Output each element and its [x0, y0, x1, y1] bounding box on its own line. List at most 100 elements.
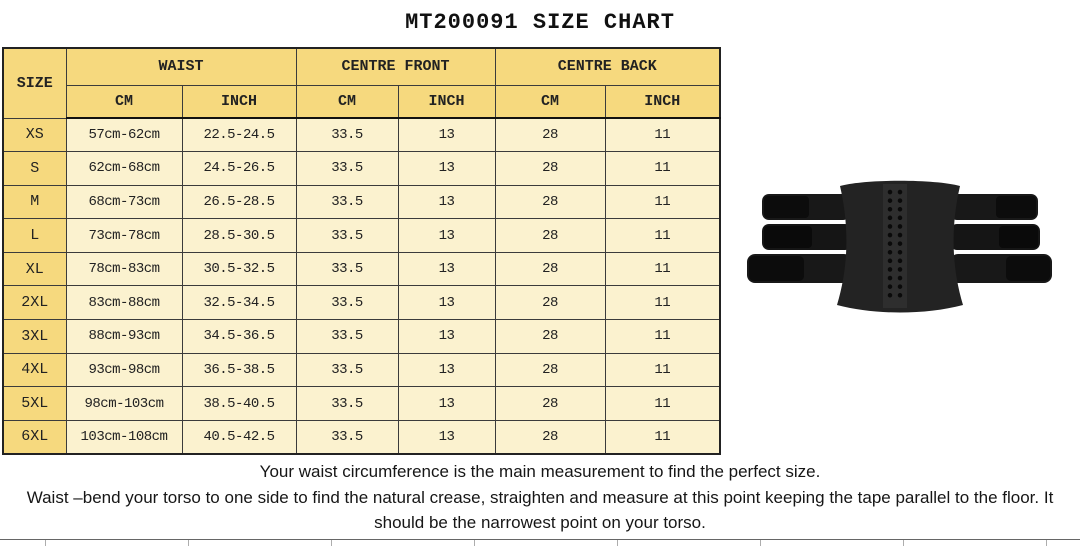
centre-back-cm-header: CM — [494, 84, 606, 119]
velcro-top-right — [996, 196, 1036, 218]
centre-front-cm-cell: 33.5 — [295, 117, 399, 153]
waist-cm-cell: 78cm-83cm — [65, 251, 183, 287]
size-label: 3XL — [2, 319, 67, 354]
centre-front-inch-cell: 13 — [397, 419, 496, 455]
table-row: 2XL 83cm-88cm 32.5-34.5 33.5 13 28 11 — [2, 285, 721, 321]
centre-back-cm-cell: 28 — [494, 251, 606, 287]
waist-inch-cell: 30.5-32.5 — [181, 251, 297, 287]
size-label: M — [2, 184, 67, 220]
centre-front-inch-cell: 13 — [397, 285, 496, 321]
centre-front-inch-cell: 13 — [397, 117, 496, 153]
waist-trainer-image — [747, 180, 1052, 313]
group-header-row: SIZE WAIST CENTRE FRONT CENTRE BACK — [2, 47, 721, 119]
table-row: XS 57cm-62cm 22.5-24.5 33.5 13 28 11 — [2, 117, 721, 153]
centre-front-cm-cell: 33.5 — [295, 386, 399, 421]
table-row: S 62cm-68cm 24.5-26.5 33.5 13 28 11 — [2, 151, 721, 186]
centre-front-cm-cell: 33.5 — [295, 419, 399, 455]
table-row: 5XL 98cm-103cm 38.5-40.5 33.5 13 28 11 — [2, 386, 721, 421]
size-label: 5XL — [2, 386, 67, 421]
waist-inch-header: INCH — [181, 84, 297, 119]
table-row: M 68cm-73cm 26.5-28.5 33.5 13 28 11 — [2, 184, 721, 220]
centre-front-cm-cell: 33.5 — [295, 184, 399, 220]
centre-back-cm-cell: 28 — [494, 352, 606, 388]
centre-back-inch-cell: 11 — [604, 251, 721, 287]
centre-back-inch-cell: 11 — [604, 352, 721, 388]
velcro-bottom-left — [749, 256, 804, 281]
size-label: XS — [2, 117, 67, 153]
centre-front-inch-cell: 13 — [397, 218, 496, 253]
velcro-top-left — [764, 196, 809, 218]
size-column-header: SIZE — [2, 47, 67, 119]
waist-cm-cell: 68cm-73cm — [65, 184, 183, 220]
waist-cm-cell: 103cm-108cm — [65, 419, 183, 455]
table-row: L 73cm-78cm 28.5-30.5 33.5 13 28 11 — [2, 218, 721, 253]
size-table-body: XS 57cm-62cm 22.5-24.5 33.5 13 28 11 S 6… — [2, 117, 721, 455]
centre-front-cm-cell: 33.5 — [295, 218, 399, 253]
centre-front-cm-cell: 33.5 — [295, 251, 399, 287]
centre-front-cm-cell: 33.5 — [295, 285, 399, 321]
waist-inch-cell: 28.5-30.5 — [181, 218, 297, 253]
centre-front-group-header: CENTRE FRONT — [295, 47, 496, 86]
waist-cm-cell: 57cm-62cm — [65, 117, 183, 153]
size-label: 2XL — [2, 285, 67, 321]
waist-cm-cell: 73cm-78cm — [65, 218, 183, 253]
velcro-mid-left — [764, 226, 812, 248]
centre-back-group-header: CENTRE BACK — [494, 47, 721, 86]
size-label: 6XL — [2, 419, 67, 455]
size-label: 4XL — [2, 352, 67, 388]
size-label: L — [2, 218, 67, 253]
centre-front-cm-cell: 33.5 — [295, 352, 399, 388]
centre-front-cm-header: CM — [295, 84, 399, 119]
centre-back-cm-cell: 28 — [494, 151, 606, 186]
waist-inch-cell: 32.5-34.5 — [181, 285, 297, 321]
table-row: 4XL 93cm-98cm 36.5-38.5 33.5 13 28 11 — [2, 352, 721, 388]
centre-front-inch-cell: 13 — [397, 251, 496, 287]
centre-front-inch-cell: 13 — [397, 319, 496, 354]
table-row: 3XL 88cm-93cm 34.5-36.5 33.5 13 28 11 — [2, 319, 721, 354]
measurement-notes: Your waist circumference is the main mea… — [0, 459, 1080, 536]
table-row: XL 78cm-83cm 30.5-32.5 33.5 13 28 11 — [2, 251, 721, 287]
centre-back-inch-cell: 11 — [604, 218, 721, 253]
waist-group-header: WAIST — [65, 47, 297, 86]
centre-front-cm-cell: 33.5 — [295, 319, 399, 354]
centre-back-cm-cell: 28 — [494, 117, 606, 153]
waist-cm-cell: 83cm-88cm — [65, 285, 183, 321]
waist-inch-cell: 40.5-42.5 — [181, 419, 297, 455]
centre-back-cm-cell: 28 — [494, 184, 606, 220]
waist-cm-header: CM — [65, 84, 183, 119]
page-title: MT200091 SIZE CHART — [405, 10, 675, 35]
velcro-mid-right — [999, 226, 1038, 248]
waist-inch-cell: 38.5-40.5 — [181, 386, 297, 421]
centre-front-inch-cell: 13 — [397, 151, 496, 186]
waist-inch-cell: 36.5-38.5 — [181, 352, 297, 388]
centre-back-cm-cell: 28 — [494, 218, 606, 253]
waist-inch-cell: 22.5-24.5 — [181, 117, 297, 153]
size-label: XL — [2, 251, 67, 287]
note-line-2: Waist –bend your torso to one side to fi… — [26, 487, 1054, 533]
waist-cm-cell: 93cm-98cm — [65, 352, 183, 388]
centre-back-inch-header: INCH — [604, 84, 721, 119]
velcro-bottom-right — [1006, 256, 1050, 281]
centre-back-inch-cell: 11 — [604, 151, 721, 186]
waist-inch-cell: 26.5-28.5 — [181, 184, 297, 220]
waist-inch-cell: 24.5-26.5 — [181, 151, 297, 186]
product-photo — [720, 150, 1080, 350]
centre-front-inch-cell: 13 — [397, 386, 496, 421]
spreadsheet-gridline-ticks — [45, 540, 1080, 546]
waist-inch-cell: 34.5-36.5 — [181, 319, 297, 354]
centre-back-inch-cell: 11 — [604, 319, 721, 354]
centre-front-inch-cell: 13 — [397, 352, 496, 388]
centre-back-cm-cell: 28 — [494, 419, 606, 455]
centre-back-inch-cell: 11 — [604, 117, 721, 153]
size-table-header: SIZE WAIST CENTRE FRONT CENTRE BACK CM I… — [2, 47, 721, 119]
centre-front-inch-header: INCH — [397, 84, 496, 119]
table-row: 6XL 103cm-108cm 40.5-42.5 33.5 13 28 11 — [2, 419, 721, 455]
centre-back-inch-cell: 11 — [604, 184, 721, 220]
centre-back-inch-cell: 11 — [604, 419, 721, 455]
centre-back-inch-cell: 11 — [604, 285, 721, 321]
size-chart-table: SIZE WAIST CENTRE FRONT CENTRE BACK CM I… — [2, 47, 722, 455]
centre-back-cm-cell: 28 — [494, 319, 606, 354]
unit-header-row: CM INCH CM INCH CM INCH — [3, 84, 721, 119]
note-line-1: Your waist circumference is the main mea… — [259, 462, 821, 481]
size-label: S — [2, 151, 67, 186]
